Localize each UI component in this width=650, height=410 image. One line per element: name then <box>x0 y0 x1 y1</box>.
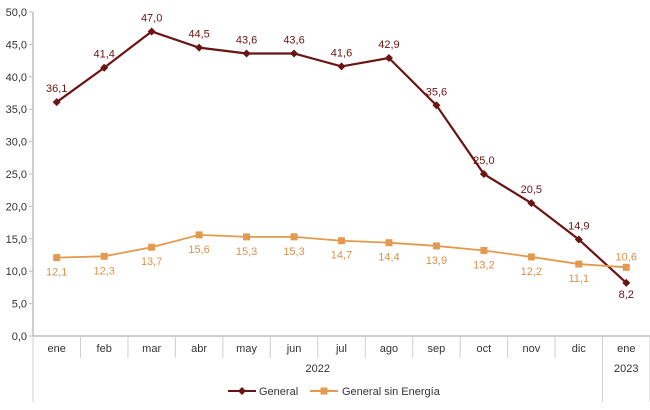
x-tick-label: ene <box>617 343 635 355</box>
data-label: 14,4 <box>378 252 399 264</box>
x-year-label: 2023 <box>614 363 638 375</box>
series-point-general <box>52 98 61 107</box>
series-point-sin-energia <box>148 243 156 251</box>
data-label: 43,6 <box>236 34 257 46</box>
data-label: 42,9 <box>378 39 399 51</box>
x-tick-label: may <box>236 343 257 355</box>
data-label: 47,0 <box>141 12 162 24</box>
series-point-general <box>147 27 156 36</box>
data-label: 35,6 <box>426 86 447 98</box>
series-point-sin-energia <box>622 263 630 271</box>
series-point-general <box>622 278 631 287</box>
series-point-sin-energia <box>195 231 203 239</box>
data-label: 15,6 <box>188 244 209 256</box>
series-point-sin-energia <box>53 254 61 262</box>
series-point-general <box>432 101 441 110</box>
y-tick-label: 30,0 <box>6 137 27 149</box>
series-point-sin-energia <box>290 233 298 241</box>
data-label: 14,7 <box>331 250 352 262</box>
data-label: 12,3 <box>93 265 114 277</box>
series-point-sin-energia <box>385 239 393 247</box>
y-tick-label: 40,0 <box>6 72 27 84</box>
y-tick-label: 25,0 <box>6 169 27 181</box>
x-tick-label: feb <box>97 343 112 355</box>
data-label: 15,3 <box>283 246 304 258</box>
data-label: 41,4 <box>93 49 114 61</box>
y-tick-label: 15,0 <box>6 234 27 246</box>
series-point-general <box>195 43 204 52</box>
series-point-general <box>479 170 488 178</box>
x-tick-label: abr <box>191 343 207 355</box>
series-point-sin-energia <box>338 237 345 245</box>
y-tick-label: 45,0 <box>6 39 27 51</box>
data-label: 15,3 <box>236 246 257 258</box>
data-label: 10,6 <box>616 251 637 263</box>
series-point-general <box>337 62 346 71</box>
data-label: 44,5 <box>188 29 209 41</box>
y-tick-label: 20,0 <box>6 201 27 213</box>
y-tick-label: 5,0 <box>12 299 27 311</box>
series-point-sin-energia <box>480 246 488 254</box>
legend-marker-general <box>238 387 246 395</box>
data-label: 13,7 <box>141 256 162 268</box>
y-tick-label: 35,0 <box>6 104 27 116</box>
x-tick-label: ago <box>380 343 398 355</box>
series-point-general <box>290 49 299 58</box>
x-tick-label: jul <box>335 343 347 355</box>
series-point-sin-energia <box>243 233 251 241</box>
x-tick-label: oct <box>477 343 492 355</box>
y-tick-label: 50,0 <box>6 7 27 19</box>
series-point-general <box>527 199 536 208</box>
series-point-sin-energia <box>527 253 535 261</box>
y-tick-label: 0,0 <box>12 331 27 343</box>
data-label: 11,1 <box>569 273 590 285</box>
legend-marker-sin-energia <box>320 387 328 395</box>
series-point-sin-energia <box>432 242 440 250</box>
data-label: 12,2 <box>521 266 542 278</box>
x-tick-label: ene <box>48 343 66 355</box>
y-tick-label: 10,0 <box>6 266 27 278</box>
data-label: 14,9 <box>568 220 589 232</box>
series-point-general <box>574 235 583 244</box>
data-label: 36,1 <box>46 83 67 95</box>
x-tick-label: jun <box>286 343 302 355</box>
data-label: 20,5 <box>521 184 542 196</box>
x-year-label: 2022 <box>306 363 330 375</box>
series-point-general <box>100 63 109 72</box>
x-tick-label: nov <box>522 343 540 355</box>
x-tick-label: dic <box>572 343 587 355</box>
legend-label-sin-energia: General sin Energía <box>342 386 441 398</box>
data-label: 25,0 <box>473 155 494 167</box>
x-tick-label: sep <box>428 343 446 355</box>
series-point-sin-energia <box>575 260 583 268</box>
data-label: 13,2 <box>473 259 494 271</box>
data-label: 12,1 <box>46 267 67 279</box>
data-label: 8,2 <box>619 289 634 301</box>
data-label: 13,9 <box>426 255 447 267</box>
data-label: 43,6 <box>283 34 304 46</box>
data-label: 41,6 <box>331 47 352 59</box>
legend-label-general: General <box>259 386 298 398</box>
series-point-sin-energia <box>100 252 108 260</box>
series-point-general <box>242 49 251 58</box>
series-point-general <box>384 54 393 63</box>
x-tick-label: mar <box>142 343 161 355</box>
